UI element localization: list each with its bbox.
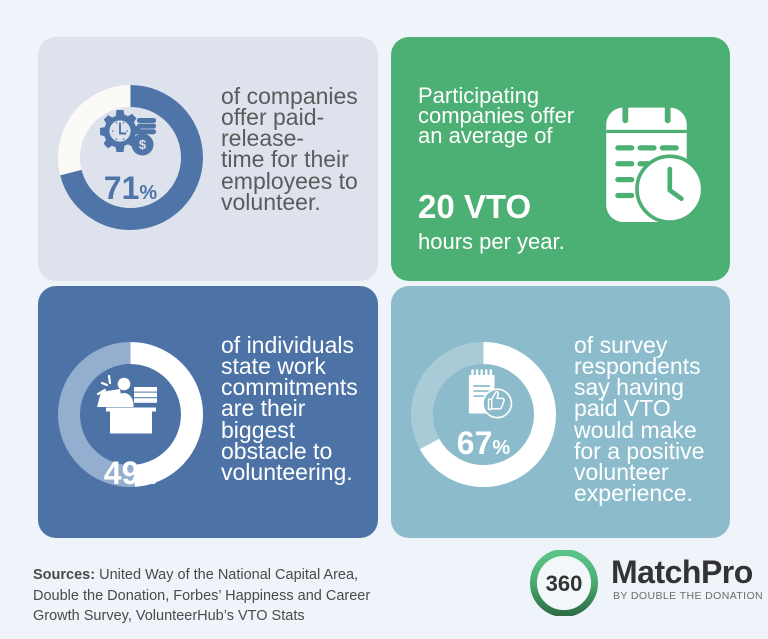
svg-text:360: 360 [546, 571, 583, 596]
svg-text:$: $ [139, 137, 147, 152]
